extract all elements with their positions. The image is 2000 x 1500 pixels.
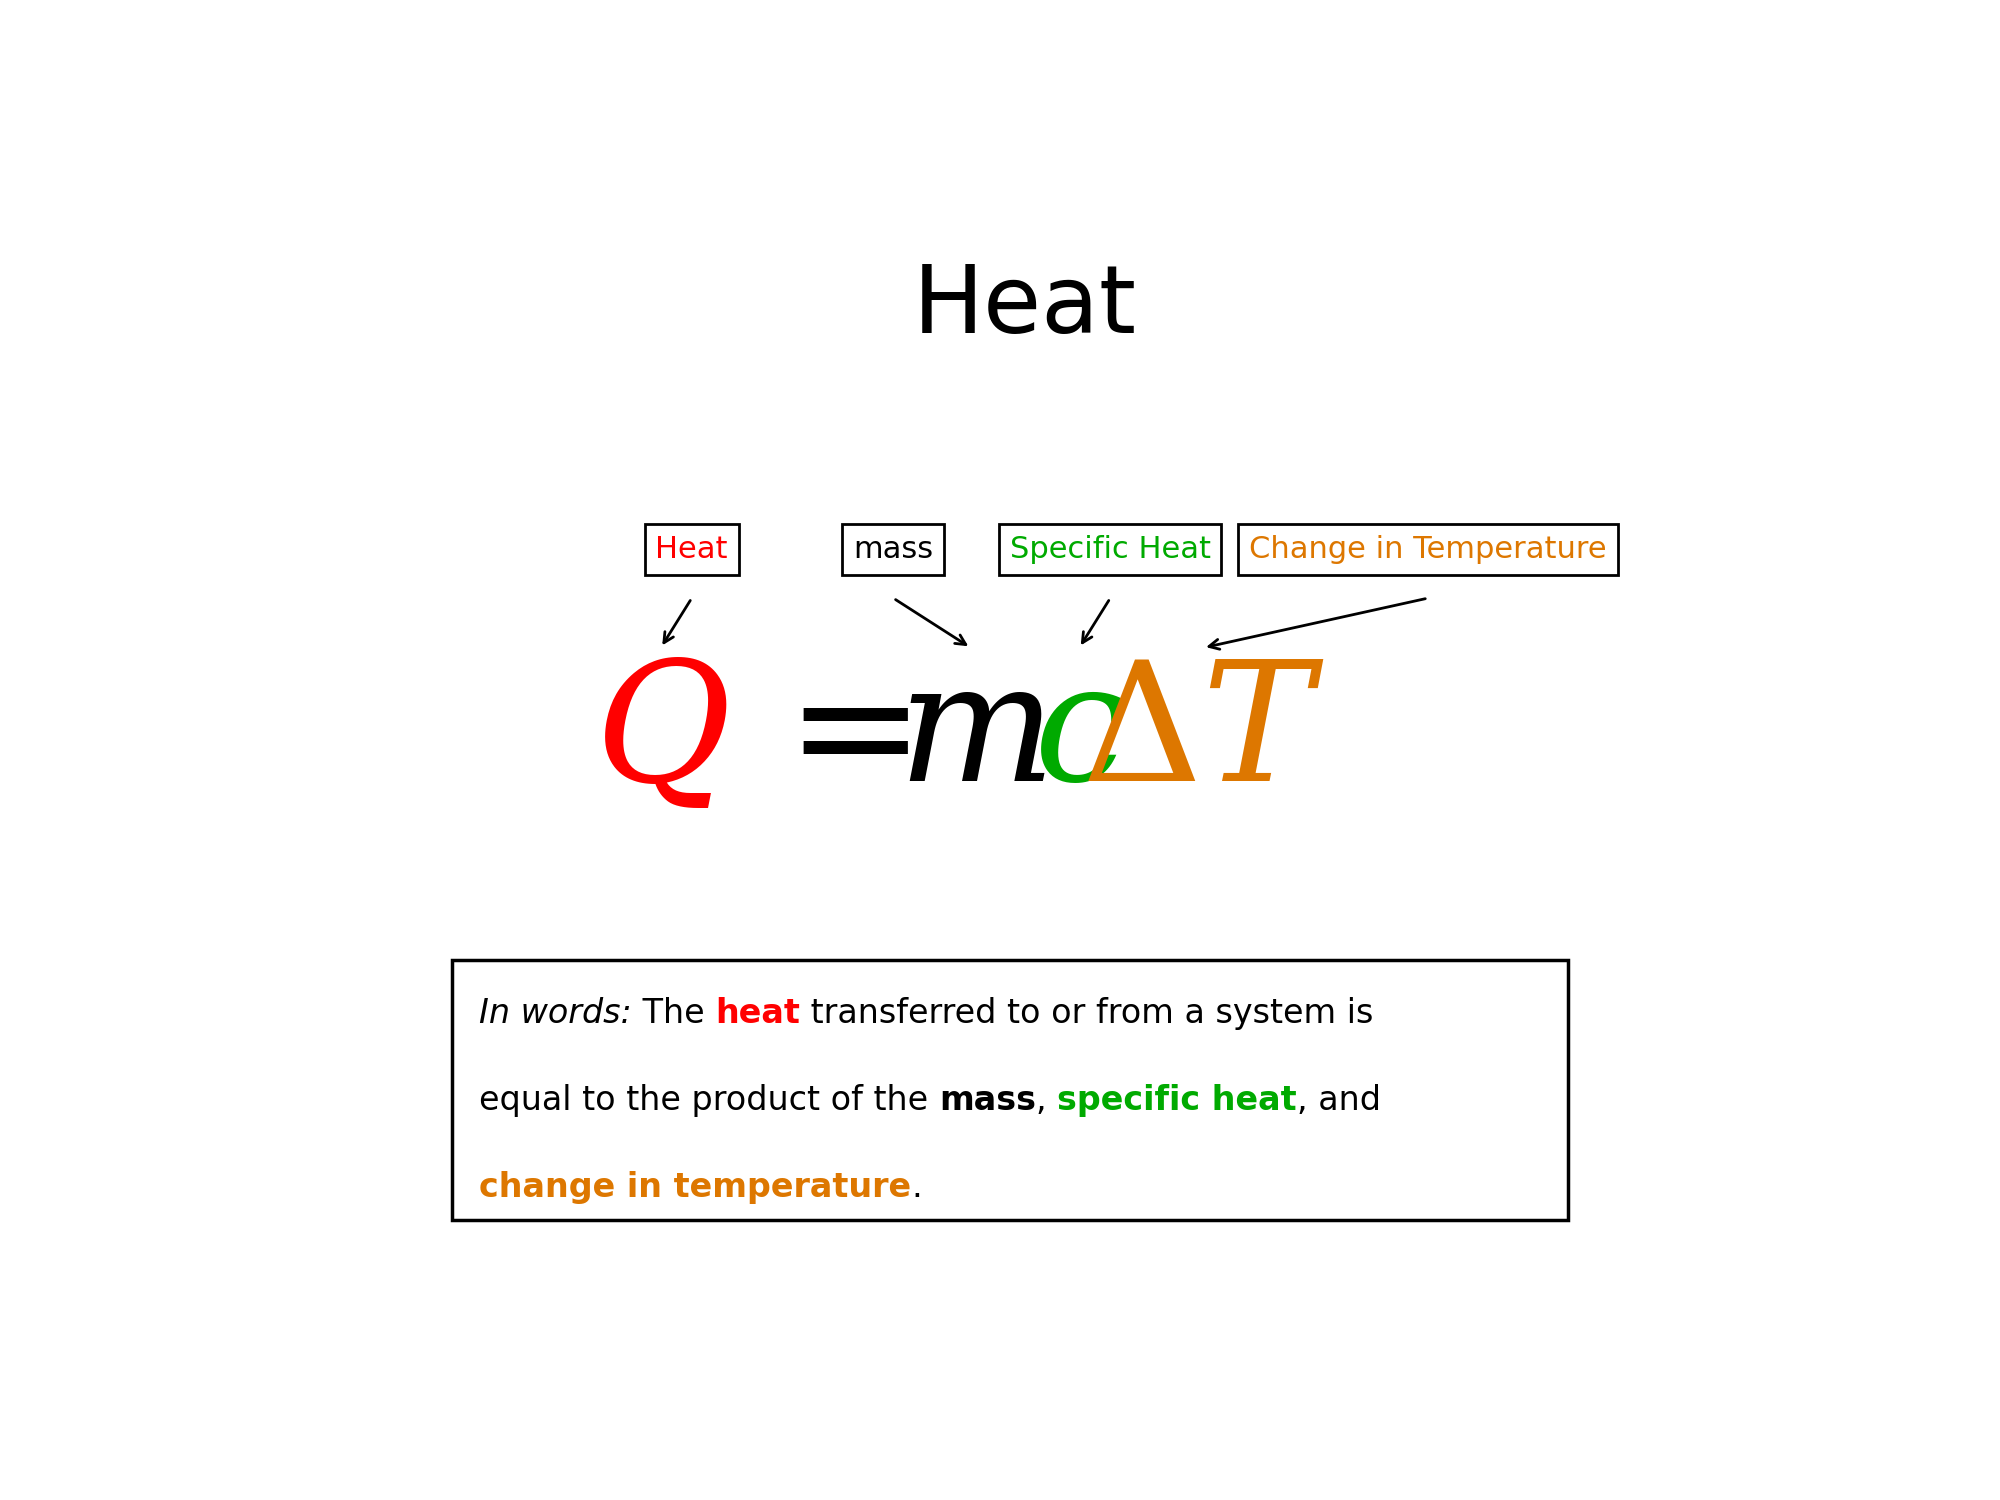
Text: heat: heat xyxy=(716,998,800,1030)
Text: mass: mass xyxy=(940,1084,1036,1118)
Text: In words:: In words: xyxy=(480,998,632,1030)
Text: $\mathit{Q}$: $\mathit{Q}$ xyxy=(594,652,728,816)
Text: Change in Temperature: Change in Temperature xyxy=(1250,536,1606,564)
Text: $\Delta\mathit{T}$: $\Delta\mathit{T}$ xyxy=(1082,652,1326,816)
Text: mass: mass xyxy=(854,536,934,564)
Text: change in temperature: change in temperature xyxy=(480,1170,912,1203)
Text: $\mathit{m}$: $\mathit{m}$ xyxy=(896,652,1044,816)
Text: The: The xyxy=(632,998,716,1030)
Text: ,: , xyxy=(1036,1084,1058,1118)
Text: $\mathit{c}$: $\mathit{c}$ xyxy=(1034,652,1126,816)
Text: specific heat: specific heat xyxy=(1058,1084,1298,1118)
Text: Heat: Heat xyxy=(912,261,1136,352)
Text: transferred to or from a system is: transferred to or from a system is xyxy=(800,998,1374,1030)
FancyBboxPatch shape xyxy=(452,960,1568,1220)
Text: Heat: Heat xyxy=(656,536,728,564)
Text: Specific Heat: Specific Heat xyxy=(1010,536,1210,564)
Text: $=$: $=$ xyxy=(754,652,908,816)
Text: .: . xyxy=(912,1170,922,1203)
Text: , and: , and xyxy=(1298,1084,1382,1118)
Text: equal to the product of the: equal to the product of the xyxy=(480,1084,940,1118)
